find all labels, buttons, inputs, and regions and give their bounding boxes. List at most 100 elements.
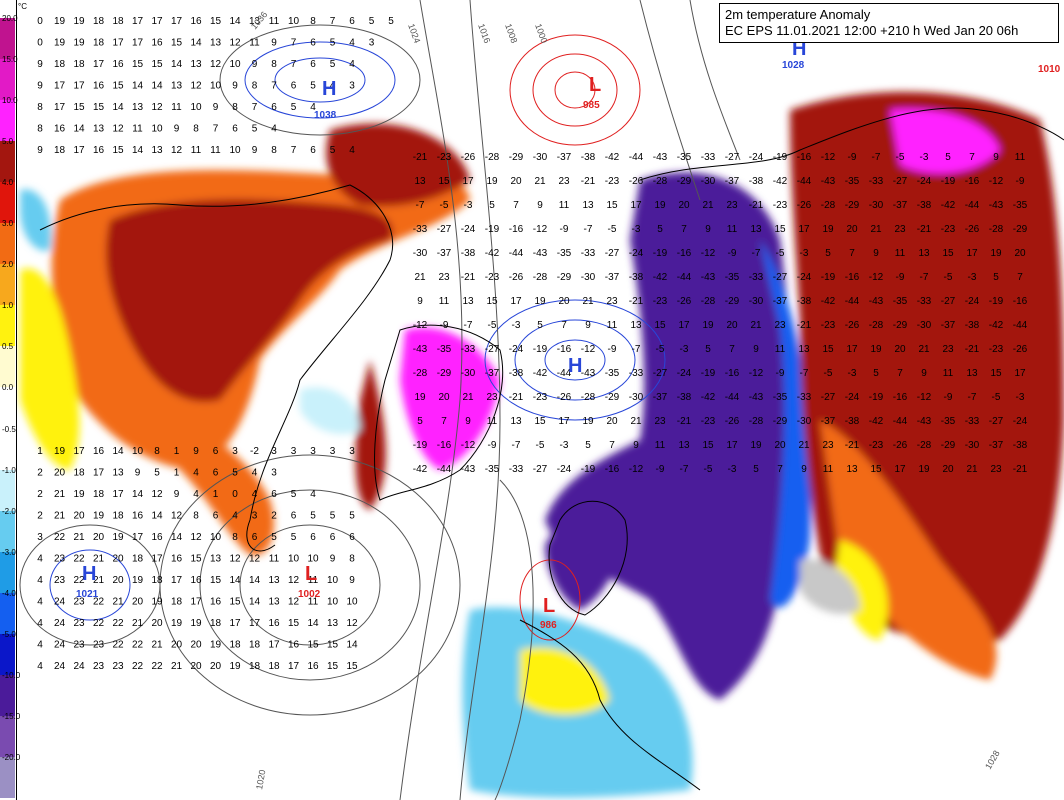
- grid-value: 17: [462, 176, 474, 187]
- grid-value: 19: [73, 38, 85, 49]
- grid-value: -26: [509, 272, 524, 283]
- grid-value: -9: [944, 392, 953, 403]
- grid-value: 6: [310, 145, 316, 156]
- europe-yellow: [520, 647, 610, 715]
- grid-value: -33: [917, 296, 932, 307]
- grid-value: -30: [797, 416, 812, 427]
- grid-value: 17: [151, 16, 163, 27]
- grid-value: 23: [486, 392, 498, 403]
- grid-value: 9: [37, 59, 43, 70]
- grid-value: -44: [677, 272, 692, 283]
- grid-value: 6: [213, 446, 219, 457]
- grid-value: 11: [308, 597, 319, 608]
- grid-value: 17: [558, 416, 570, 427]
- grid-value: 18: [73, 468, 85, 479]
- grid-value: 5: [657, 224, 663, 235]
- pacific-blue: [20, 189, 51, 251]
- grid-value: -9: [776, 368, 785, 379]
- grid-value: 4: [349, 145, 355, 156]
- grid-value: -19: [773, 152, 788, 163]
- grid-value: 22: [151, 661, 163, 672]
- grid-value: 17: [288, 661, 300, 672]
- grid-value: 19: [229, 661, 241, 672]
- grid-value: 6: [349, 532, 355, 543]
- grid-value: 15: [774, 224, 786, 235]
- grid-value: -27: [893, 176, 908, 187]
- grid-value: -21: [965, 344, 980, 355]
- grid-value: 1: [37, 446, 43, 457]
- grid-value: 18: [73, 59, 85, 70]
- legend-label: 15.0: [2, 55, 18, 65]
- grid-value: -43: [989, 200, 1004, 211]
- pressure-center-value: 1010: [1038, 64, 1061, 75]
- grid-value: -44: [725, 392, 740, 403]
- grid-value: 17: [171, 16, 183, 27]
- grid-value: 10: [307, 554, 319, 565]
- grid-value: 18: [93, 489, 105, 500]
- asia-orange-edge: [820, 420, 997, 680]
- grid-value: -43: [533, 248, 548, 259]
- grid-value: -19: [821, 272, 836, 283]
- legend-label: -3.0: [2, 547, 16, 557]
- east-coast-orange: [180, 420, 274, 556]
- isobar-line: [199, 489, 421, 681]
- grid-value: -37: [773, 296, 788, 307]
- grid-value: -42: [941, 200, 956, 211]
- grid-value: -38: [965, 320, 980, 331]
- grid-value: 23: [990, 464, 1002, 475]
- grid-value: 16: [190, 16, 202, 27]
- grid-value: -37: [437, 248, 452, 259]
- grid-value: 10: [210, 532, 222, 543]
- grid-value: -37: [989, 440, 1004, 451]
- grid-value: -12: [581, 344, 596, 355]
- legend-unit: °C: [18, 2, 27, 11]
- grid-value: 21: [73, 532, 85, 543]
- grid-value: 15: [486, 296, 498, 307]
- grid-value: 1: [174, 446, 180, 457]
- grid-value: 17: [132, 16, 144, 27]
- grid-value: 15: [307, 640, 319, 651]
- grid-value: 15: [112, 145, 124, 156]
- scandinavia-coast: [548, 500, 628, 616]
- grid-value: 21: [414, 272, 426, 283]
- grid-value: 5: [310, 511, 316, 522]
- grid-value: -29: [557, 272, 572, 283]
- grid-value: 10: [151, 124, 163, 135]
- grid-value: 21: [870, 224, 882, 235]
- grid-value: 20: [112, 554, 124, 565]
- grid-value: 19: [190, 618, 202, 629]
- grid-value: -42: [485, 248, 500, 259]
- grid-value: -7: [584, 224, 593, 235]
- grid-value: 17: [229, 618, 241, 629]
- grid-value: 4: [37, 661, 43, 672]
- grid-value: 4: [37, 575, 43, 586]
- grid-value: -5: [656, 344, 665, 355]
- grid-value: 18: [249, 661, 261, 672]
- grid-value: 19: [93, 511, 105, 522]
- grid-value: -24: [509, 344, 524, 355]
- grid-value: 7: [441, 416, 447, 427]
- grid-value: -16: [509, 224, 524, 235]
- grid-value: -27: [605, 248, 620, 259]
- grid-value: -38: [797, 296, 812, 307]
- grid-value: 21: [132, 618, 144, 629]
- grid-value: 19: [702, 320, 714, 331]
- grid-value: 19: [414, 392, 426, 403]
- grid-value: -44: [629, 152, 644, 163]
- grid-value: -35: [485, 464, 500, 475]
- grid-value: 19: [870, 344, 882, 355]
- isobar-line: [239, 524, 381, 646]
- grid-value: -28: [869, 320, 884, 331]
- grid-value: 5: [154, 468, 160, 479]
- grid-value: -24: [629, 248, 644, 259]
- grid-value: 7: [609, 440, 615, 451]
- greenland-rim: [355, 360, 386, 510]
- grid-value: 14: [229, 16, 241, 27]
- grid-value: 9: [349, 575, 355, 586]
- grid-value: 15: [229, 597, 241, 608]
- grid-value: 11: [487, 416, 498, 427]
- grid-value: -42: [605, 152, 620, 163]
- grid-value: -30: [869, 200, 884, 211]
- grid-value: 3: [232, 446, 238, 457]
- grid-value: 21: [112, 597, 124, 608]
